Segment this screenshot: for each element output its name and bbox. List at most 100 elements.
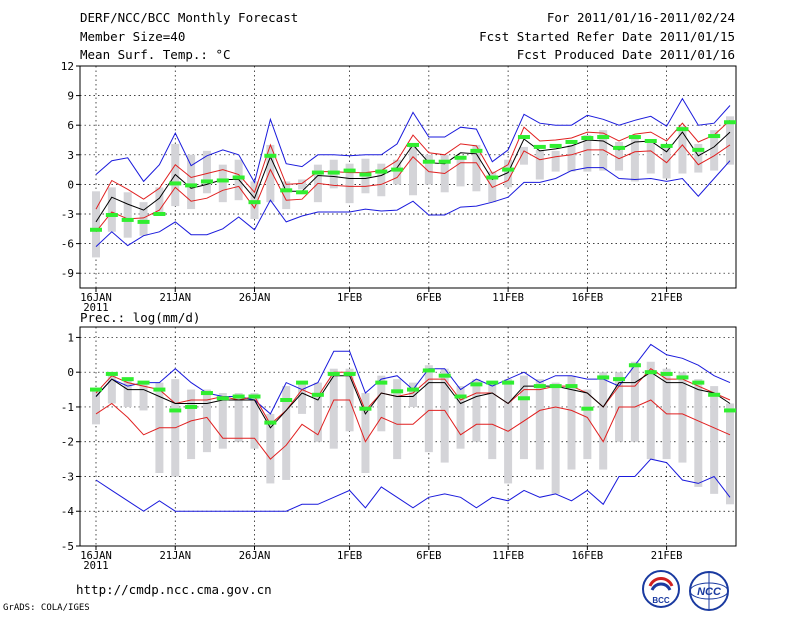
footer-url[interactable]: http://cmdp.ncc.cma.gov.cn bbox=[76, 582, 272, 597]
panel2-box bbox=[266, 413, 275, 484]
panel2-title: Prec.: log(mm/d) bbox=[80, 310, 200, 325]
panel2-box bbox=[377, 375, 386, 432]
panel2-box bbox=[488, 382, 497, 460]
panel2-ytick-label: -4 bbox=[61, 505, 75, 518]
panel2-box bbox=[298, 382, 307, 414]
panel2-obs-mark bbox=[565, 384, 578, 389]
panel2-obs-mark bbox=[628, 363, 641, 368]
panel1-lower-line bbox=[95, 144, 731, 233]
panel1-ytick-label: 6 bbox=[67, 119, 74, 132]
panel1-xtick-label: 1FEB bbox=[337, 292, 362, 304]
panel2-box bbox=[250, 393, 259, 449]
panel2-obs-mark bbox=[169, 408, 182, 413]
panel1-obs-mark bbox=[280, 188, 293, 193]
panel2-box bbox=[409, 382, 417, 407]
panel1-box bbox=[187, 154, 196, 210]
panel2-box bbox=[567, 375, 576, 470]
panel1-obs-mark bbox=[581, 136, 594, 141]
panel1-xtick-label: 21JAN bbox=[159, 292, 191, 304]
panel2-obs-mark bbox=[613, 377, 626, 382]
panel1-obs-mark bbox=[90, 227, 102, 232]
panel2-lower-line bbox=[95, 399, 731, 460]
panel2-frame bbox=[79, 326, 737, 547]
panel1-max-line bbox=[95, 97, 731, 184]
panel1-obs-mark bbox=[375, 169, 388, 174]
panel2-xtick-label: 26JAN bbox=[239, 550, 271, 562]
panel2-obs-mark bbox=[280, 398, 293, 402]
panel1-xtick-label: 16FEB bbox=[572, 292, 604, 304]
panel2-box bbox=[678, 372, 687, 463]
panel1-ytick-label: -9 bbox=[61, 267, 74, 280]
panel1-xtick-label: 21FEB bbox=[651, 292, 683, 304]
panel1-ytick-label: 12 bbox=[61, 60, 74, 73]
panel2-obs-mark bbox=[486, 380, 499, 385]
panel2-box bbox=[599, 372, 608, 470]
panel2-obs-mark bbox=[311, 392, 324, 397]
panel2-ytick-label: 1 bbox=[67, 331, 74, 344]
panel2-obs-mark bbox=[121, 377, 134, 382]
panel1-box bbox=[615, 141, 624, 171]
panel1-obs-mark bbox=[185, 183, 198, 188]
panel1-obs-mark bbox=[438, 159, 451, 164]
panel1-obs-mark bbox=[311, 170, 324, 175]
panel1-xtick-label: 6FEB bbox=[416, 292, 441, 304]
panel2-box bbox=[551, 382, 560, 494]
panel1-obs-mark bbox=[724, 120, 736, 125]
panel2-box bbox=[187, 389, 196, 460]
bcc-logo: BCC bbox=[642, 570, 680, 608]
panel2-ytick-label: -5 bbox=[61, 540, 74, 553]
panel2-min-line bbox=[95, 458, 731, 512]
panel2-obs-mark bbox=[660, 371, 673, 376]
panel2-box bbox=[218, 393, 227, 449]
panel2-obs-mark bbox=[692, 380, 705, 385]
header-left: DERF/NCC/BCC Monthly Forecast Member Siz… bbox=[80, 9, 298, 65]
ncc-logo: NCC bbox=[689, 571, 729, 611]
panel1-obs-mark bbox=[121, 217, 134, 222]
panel1-box bbox=[472, 144, 481, 192]
panel2-obs-mark bbox=[407, 387, 419, 392]
panel1-obs-mark bbox=[549, 143, 562, 148]
panel2-obs-mark bbox=[137, 380, 150, 385]
panel2-box bbox=[440, 368, 449, 463]
panel1-obs-mark bbox=[517, 135, 530, 140]
panel1-obs-mark bbox=[676, 127, 689, 132]
panel2-obs-mark bbox=[296, 380, 309, 385]
panel2-box bbox=[726, 403, 734, 505]
panel1-box bbox=[710, 130, 719, 171]
panel2-obs-mark bbox=[644, 370, 657, 375]
panel1-obs-mark bbox=[296, 190, 309, 195]
panel1-box bbox=[409, 142, 417, 196]
panel2-obs-mark bbox=[153, 387, 166, 392]
panel1-obs-mark bbox=[565, 139, 578, 144]
panel1-box bbox=[456, 155, 465, 187]
fcst-produced-date: Fcst Produced Date 2011/01/16 bbox=[516, 47, 735, 62]
fcst-started-date: Fcst Started Refer Date 2011/01/15 bbox=[479, 28, 735, 44]
panel1-obs-mark bbox=[597, 135, 610, 140]
panel1-obs-mark bbox=[264, 153, 277, 158]
panel1-box bbox=[678, 126, 687, 174]
panel2-box bbox=[107, 375, 116, 404]
panel2-box bbox=[329, 368, 338, 449]
panel1-obs-mark bbox=[359, 172, 372, 177]
panel1-box bbox=[424, 154, 433, 185]
panel2-box bbox=[694, 379, 703, 487]
panel2-obs-mark bbox=[454, 394, 467, 399]
panel1-min-line bbox=[95, 160, 731, 247]
panel2-box bbox=[393, 379, 402, 460]
panel1-box bbox=[567, 144, 576, 172]
panel2-box bbox=[92, 389, 100, 425]
panel2-obs-mark bbox=[248, 394, 261, 399]
panel1-obs-mark bbox=[327, 170, 340, 175]
panel1-obs-mark bbox=[613, 145, 626, 150]
panel1-xtick-label: 16JAN bbox=[80, 292, 112, 304]
panel2-obs-mark bbox=[549, 384, 562, 389]
panel2-xtick-label: 16FEB bbox=[572, 550, 604, 562]
panel1-ytick-label: 9 bbox=[67, 90, 74, 103]
panel1-box bbox=[583, 135, 592, 172]
panel2-obs-mark bbox=[502, 380, 515, 385]
panel1-obs-mark bbox=[153, 212, 166, 216]
panel2-box bbox=[313, 382, 322, 442]
panel1-box bbox=[218, 164, 227, 203]
panel2-xtick-label: 21FEB bbox=[651, 550, 683, 562]
